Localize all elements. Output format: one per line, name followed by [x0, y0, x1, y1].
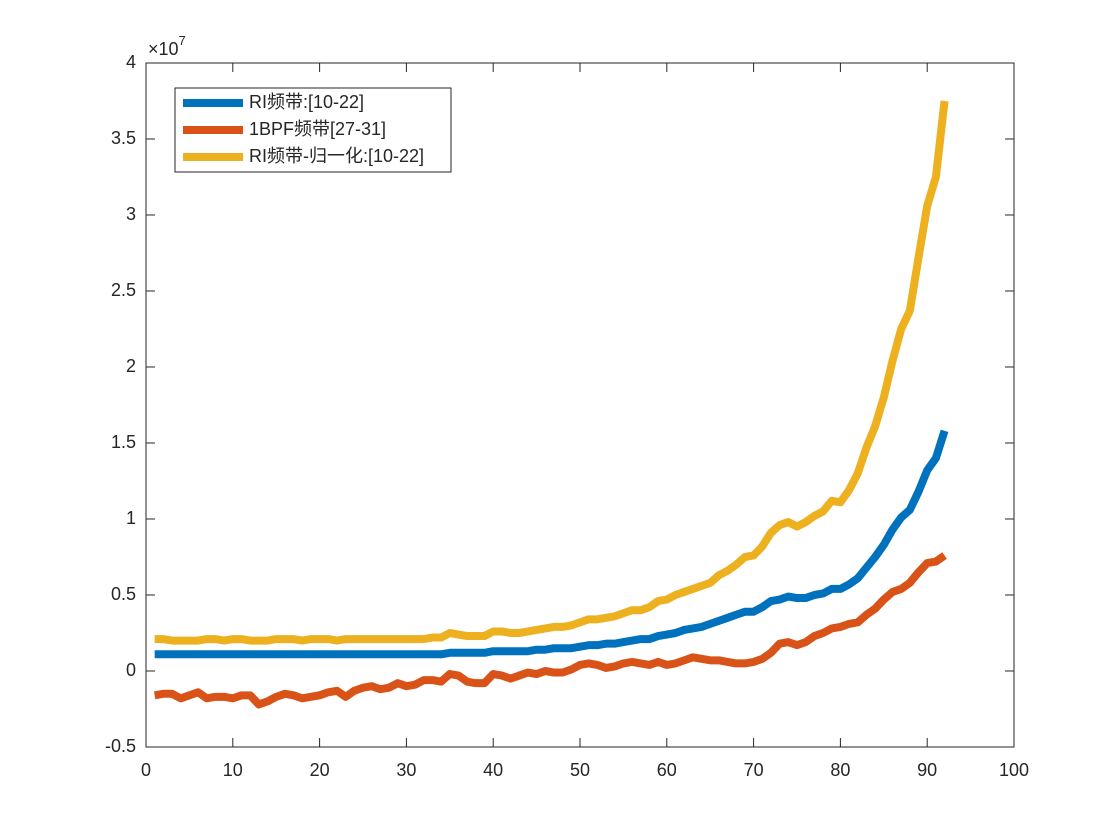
y-tick-label: 4	[126, 52, 136, 72]
y-tick-label: 0	[126, 660, 136, 680]
y-tick-label: 0.5	[111, 584, 136, 604]
exponent-power: 7	[179, 33, 186, 48]
y-tick-label: 2.5	[111, 280, 136, 300]
plot-area	[145, 62, 1015, 748]
line-series	[153, 552, 947, 709]
x-tick-label: 10	[223, 760, 243, 780]
x-tick-label: 50	[570, 760, 590, 780]
x-tick-label: 20	[310, 760, 330, 780]
y-exponent: ×107	[148, 33, 186, 58]
legend-label: RI频带-归一化:[10-22]	[249, 146, 424, 166]
y-tick-label: 1	[126, 508, 136, 528]
x-tick-label: 0	[141, 760, 151, 780]
y-tick-label: 3.5	[111, 128, 136, 148]
x-tick-label: 100	[999, 760, 1029, 780]
legend-label: 1BPF频带[27-31]	[249, 119, 386, 139]
x-tick-label: 90	[917, 760, 937, 780]
y-tick-label: 2	[126, 356, 136, 376]
x-tick-label: 30	[396, 760, 416, 780]
x-tick-label: 80	[830, 760, 850, 780]
x-tick-label: 70	[744, 760, 764, 780]
y-tick-label: 3	[126, 204, 136, 224]
line-series	[154, 100, 949, 645]
x-tick-label: 40	[483, 760, 503, 780]
y-tick-label: 1.5	[111, 432, 136, 452]
exponent-base: ×10	[148, 39, 179, 59]
legend-label: RI频带:[10-22]	[249, 92, 364, 112]
line-series	[154, 429, 949, 659]
x-tick-label: 60	[657, 760, 677, 780]
y-tick-label: -0.5	[105, 736, 136, 756]
